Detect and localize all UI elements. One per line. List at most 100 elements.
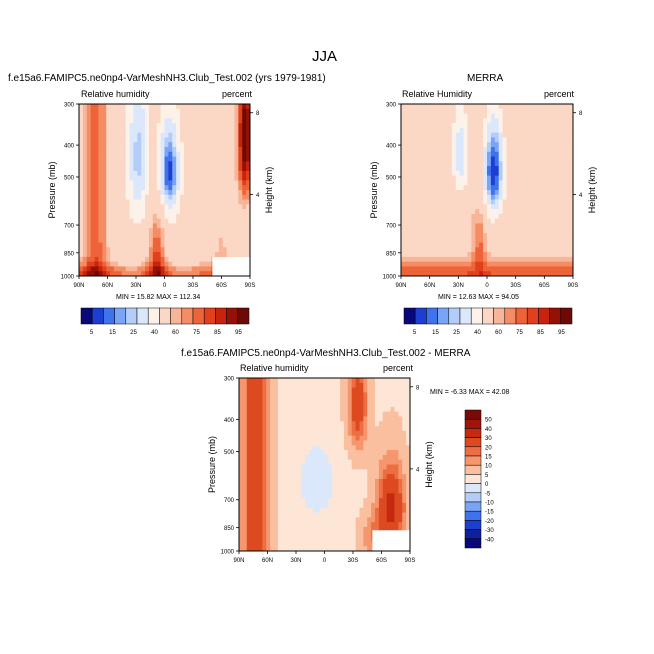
panel1-cell bbox=[230, 151, 235, 157]
panel3-cell bbox=[351, 488, 356, 494]
panel2-cell bbox=[451, 233, 457, 239]
panel2-cell bbox=[428, 237, 433, 243]
panel3-cell bbox=[301, 522, 306, 528]
panel1-cell bbox=[230, 127, 235, 134]
panel1-cell bbox=[203, 161, 208, 167]
panel2-cell bbox=[483, 261, 488, 267]
panel1-cell bbox=[113, 233, 119, 239]
panel1-cell bbox=[113, 185, 119, 191]
panel3-cell bbox=[375, 483, 380, 489]
panel3-cell bbox=[246, 474, 252, 480]
panel2-cell bbox=[490, 166, 496, 172]
panel3-cell bbox=[258, 397, 263, 403]
panel2-cell bbox=[455, 142, 461, 148]
panel3-cell bbox=[340, 435, 345, 441]
panel2-cell bbox=[451, 137, 457, 143]
panel2-cell bbox=[479, 213, 484, 220]
panel3-cell bbox=[250, 546, 255, 552]
panel1-cell bbox=[215, 127, 220, 134]
panel1-cell bbox=[191, 237, 196, 243]
panel3-cell bbox=[343, 483, 349, 489]
panel3-cell bbox=[242, 459, 248, 465]
panel2-cell bbox=[455, 223, 461, 229]
panel2-cell bbox=[541, 209, 547, 215]
panel1-cell bbox=[98, 266, 103, 272]
panel3-cell bbox=[320, 392, 325, 398]
panel1-cell bbox=[180, 194, 185, 200]
panel2-cell bbox=[424, 142, 429, 148]
panel3-cell bbox=[398, 397, 403, 403]
panel3-cell bbox=[398, 445, 403, 451]
panel1-cell bbox=[90, 256, 95, 263]
panel1-cell bbox=[211, 247, 216, 253]
panel3-cell bbox=[239, 387, 244, 393]
panel3-cell bbox=[402, 426, 407, 432]
panel2-cell bbox=[522, 132, 527, 138]
panel2-cell bbox=[471, 228, 476, 234]
panel1-cell bbox=[226, 118, 231, 124]
panel3-cell bbox=[312, 411, 318, 417]
panel2-cell bbox=[455, 228, 461, 234]
panel1-cell bbox=[110, 247, 115, 253]
panel2-cell bbox=[545, 237, 550, 243]
panel1-cell bbox=[191, 242, 196, 248]
panel2-cell bbox=[467, 247, 472, 253]
panel2-cell bbox=[502, 242, 507, 248]
panel1-cell bbox=[94, 223, 99, 229]
panel3-cell bbox=[239, 531, 244, 537]
panel1-cell bbox=[110, 271, 115, 277]
panel3-colorbar-label: 50 bbox=[485, 418, 492, 424]
panel2-cell bbox=[451, 175, 457, 181]
panel1-cell bbox=[141, 223, 146, 229]
panel1-cell bbox=[148, 247, 154, 253]
panel2-cell bbox=[549, 247, 554, 253]
panel2-cell bbox=[416, 223, 421, 229]
panel2-cell bbox=[561, 123, 566, 129]
panel3-cell bbox=[363, 430, 368, 437]
panel2-cell bbox=[561, 132, 566, 138]
panel2-cell bbox=[549, 108, 554, 114]
panel1-cell bbox=[82, 261, 88, 267]
panel2-cell bbox=[416, 271, 421, 277]
panel3-cell bbox=[242, 546, 248, 552]
panel2-cell bbox=[565, 175, 570, 181]
panel2-cell bbox=[510, 166, 515, 172]
panel3-cell bbox=[375, 474, 380, 480]
panel1-cell bbox=[79, 142, 84, 148]
panel1-cell bbox=[176, 185, 181, 191]
panel3-cell bbox=[250, 493, 255, 499]
panel1-cell bbox=[94, 127, 99, 134]
panel1-cell bbox=[176, 242, 181, 248]
panel2-cell bbox=[565, 252, 570, 258]
panel2-cell bbox=[401, 194, 406, 200]
panel2-cell bbox=[420, 256, 425, 263]
panel2-cell bbox=[447, 132, 453, 138]
panel2-cell bbox=[549, 233, 554, 239]
panel2-cell bbox=[412, 247, 418, 253]
panel2-cell bbox=[444, 190, 449, 196]
panel2-cell bbox=[518, 170, 523, 177]
panel3-cell bbox=[262, 464, 267, 470]
panel2-cell bbox=[447, 166, 453, 172]
panel2-cell bbox=[487, 147, 492, 153]
panel2-cell bbox=[428, 233, 433, 239]
panel2-cell bbox=[545, 252, 550, 258]
panel2-cell bbox=[432, 233, 437, 239]
panel1-cell bbox=[141, 123, 146, 129]
panel3-cell bbox=[406, 507, 411, 513]
panel2-cell bbox=[530, 166, 535, 172]
panel2-cell bbox=[436, 261, 441, 267]
panel1-cell bbox=[82, 247, 88, 253]
panel2-cell bbox=[537, 180, 543, 186]
panel1-cell bbox=[230, 199, 235, 205]
panel3-cell bbox=[254, 502, 259, 509]
panel2-cell bbox=[537, 242, 543, 248]
panel1-cell bbox=[106, 247, 111, 253]
panel2-cell bbox=[444, 185, 449, 191]
panel2-cell bbox=[428, 242, 433, 248]
panel2-cell bbox=[506, 242, 511, 248]
panel2-cell bbox=[510, 261, 515, 267]
panel2-cell bbox=[514, 252, 519, 258]
panel2-cell bbox=[530, 147, 535, 153]
panel2-cell bbox=[479, 156, 484, 162]
